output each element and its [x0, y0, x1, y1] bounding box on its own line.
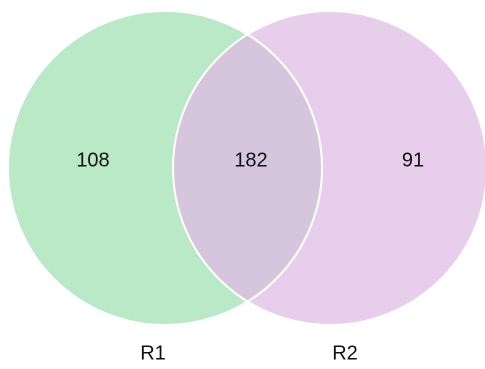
set-r2-outline [172, 10, 485, 326]
set-r2-only-count: 91 [402, 149, 424, 171]
set-r2-label: R2 [332, 342, 358, 364]
intersection-region [173, 11, 322, 325]
set-r1-outline [7, 10, 323, 326]
intersection-count: 182 [234, 149, 267, 171]
set-r1-only-count: 108 [76, 149, 109, 171]
set-r1-label: R1 [140, 342, 166, 364]
